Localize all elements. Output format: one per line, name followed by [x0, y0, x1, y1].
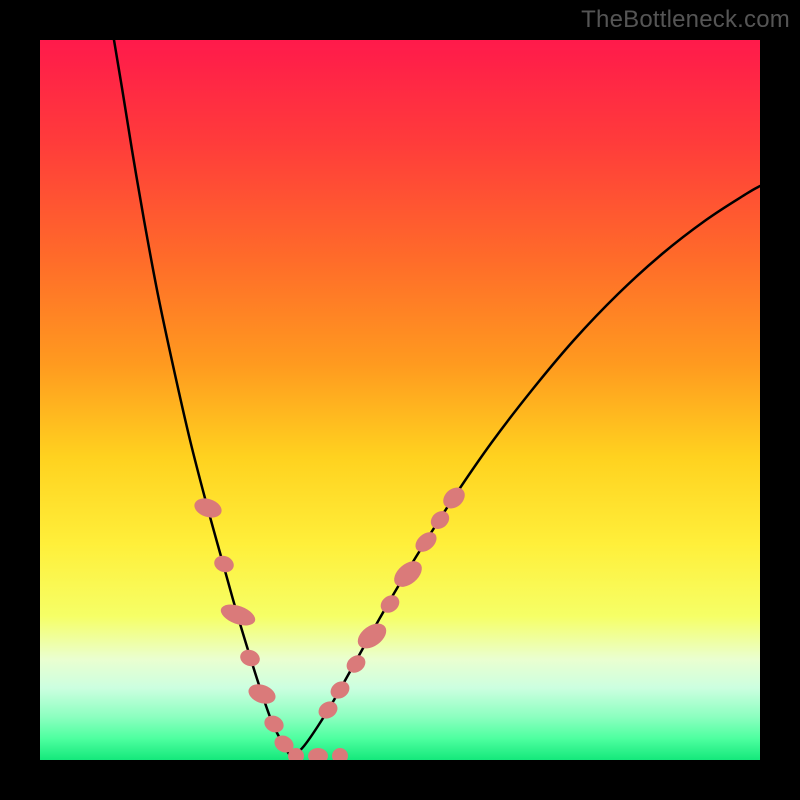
gradient-background: [40, 40, 760, 760]
bottleneck-chart: [0, 0, 800, 800]
stage: TheBottleneck.com: [0, 0, 800, 800]
watermark-text: TheBottleneck.com: [581, 6, 790, 34]
plot-area: [40, 40, 760, 764]
